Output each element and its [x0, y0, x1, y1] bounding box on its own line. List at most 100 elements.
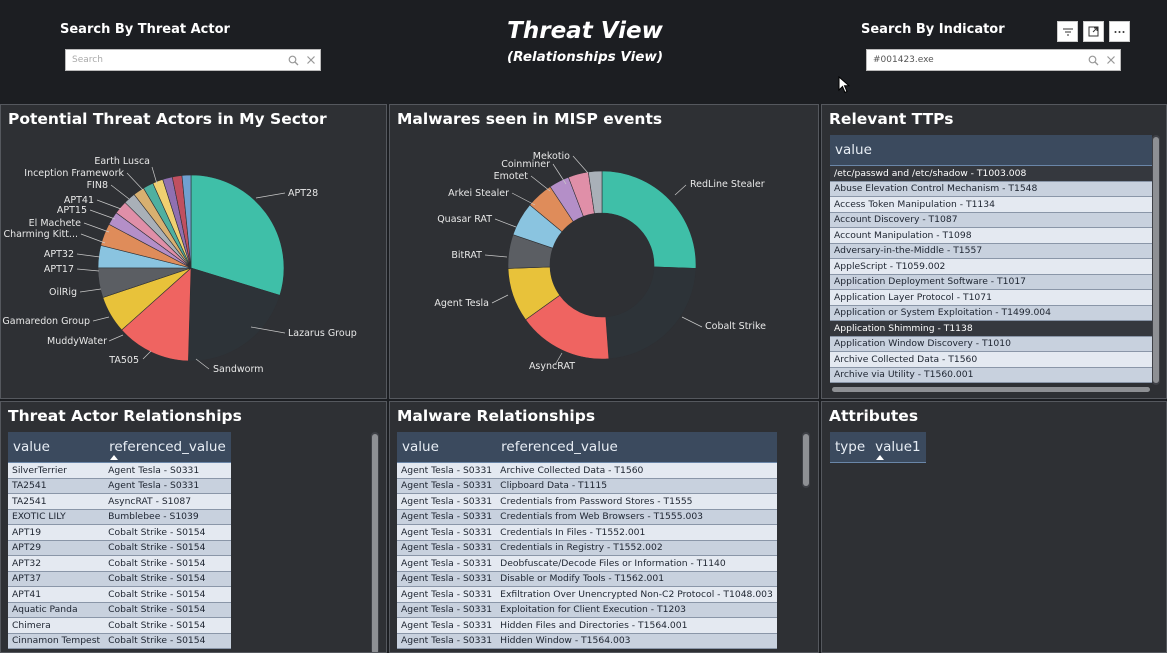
referenced-value-cell: Cobalt Strike - S0154 — [104, 555, 231, 572]
table-row[interactable]: APT41 Cobalt Strike - S0154 — [8, 586, 231, 603]
table-row[interactable]: Agent Tesla - S0331 Credentials from Pass… — [397, 493, 777, 510]
indicator-search-input[interactable] — [867, 51, 1084, 69]
column-header-label: referenced_value — [109, 439, 226, 455]
slice-leader-line — [530, 175, 551, 192]
table-row[interactable]: Agent Tesla - S0331 Credentials from Web … — [397, 509, 777, 525]
malware-relationships-table: value referenced_value Agent Tesla - S03… — [397, 432, 777, 649]
slice-label: APT32 — [44, 249, 74, 260]
table-row[interactable]: Agent Tesla - S0331 Hidden Window - T1564… — [397, 633, 777, 649]
table-row[interactable]: Agent Tesla - S0331 Deobfuscate/Decode Fi… — [397, 555, 777, 572]
close-icon[interactable] — [1102, 51, 1120, 69]
threat-actor-search-label: Search By Threat Actor — [60, 22, 230, 37]
slice-label: APT28 — [288, 188, 318, 199]
slice-leader-line — [681, 316, 703, 328]
page-title: Threat View — [507, 18, 663, 44]
table-row[interactable]: Agent Tesla - S0331 Clipboard Data - T111… — [397, 478, 777, 494]
referenced-value-cell: Cobalt Strike - S0154 — [104, 540, 231, 556]
column-header-value[interactable]: value — [8, 432, 105, 463]
table-row[interactable]: AppleScript - T1059.002 — [830, 258, 1152, 275]
table-row[interactable]: TA2541 Agent Tesla - S0331 — [8, 478, 231, 494]
table-row[interactable]: Agent Tesla - S0331 Credentials in Regist… — [397, 540, 777, 556]
value-cell: APT41 — [8, 586, 105, 603]
table-row[interactable]: Agent Tesla - S0331 Disable or Modify Too… — [397, 571, 777, 587]
table-row[interactable]: Application Deployment Software - T1017 — [830, 274, 1152, 290]
value-cell: Agent Tesla - S0331 — [397, 493, 497, 510]
sort-ascending-icon — [110, 455, 119, 460]
table-row[interactable]: Agent Tesla - S0331 Exfiltration Over Une… — [397, 586, 777, 603]
vertical-scrollbar[interactable] — [372, 434, 378, 652]
indicator-search-label: Search By Indicator — [861, 22, 1005, 37]
slice-label: APT17 — [44, 264, 74, 275]
slice-label: AsyncRAT — [529, 361, 575, 372]
table-row[interactable]: Application Window Discovery - T1010 — [830, 336, 1152, 352]
column-header-value1[interactable]: value1 — [870, 432, 926, 463]
pie-slice[interactable] — [587, 170, 603, 214]
table-row[interactable]: EXOTIC LILY Bumblebee - S1039 — [8, 509, 231, 525]
page-subtitle: (Relationships View) — [506, 49, 664, 65]
ttp-cell: Application Deployment Software - T1017 — [830, 274, 1152, 290]
filter-icon — [1062, 28, 1073, 35]
pie-slice[interactable] — [601, 170, 697, 269]
table-row[interactable]: Aquatic Panda Cobalt Strike - S0154 — [8, 602, 231, 618]
table-row[interactable]: /etc/passwd and /etc/shadow - T1003.008 — [830, 165, 1152, 182]
table-row[interactable]: APT19 Cobalt Strike - S0154 — [8, 524, 231, 541]
referenced-value-cell: Bumblebee - S1039 — [104, 509, 231, 525]
value-cell: TA2541 — [8, 493, 105, 510]
table-row[interactable]: Application or System Exploitation - T14… — [830, 305, 1152, 321]
table-row[interactable]: Account Discovery - T1087 — [830, 212, 1152, 228]
table-row[interactable]: Cinnamon Tempest Cobalt Strike - S0154 — [8, 633, 231, 649]
column-header-referenced-value[interactable]: referenced_value — [104, 432, 231, 463]
pie-slice[interactable] — [190, 174, 285, 296]
table-row[interactable]: Abuse Elevation Control Mechanism - T154… — [830, 181, 1152, 197]
slice-label: Cobalt Strike — [705, 321, 766, 332]
vertical-scrollbar[interactable] — [1153, 137, 1159, 383]
slice-label: El Machete — [29, 218, 81, 229]
column-header-type[interactable]: type — [830, 432, 871, 463]
value-cell: SilverTerrier — [8, 462, 105, 479]
table-row[interactable]: Archive via Utility - T1560.001 — [830, 367, 1152, 383]
table-row[interactable]: APT37 Cobalt Strike - S0154 — [8, 571, 231, 587]
table-row[interactable]: Account Manipulation - T1098 — [830, 227, 1152, 244]
table-row[interactable]: Agent Tesla - S0331 Archive Collected Dat… — [397, 462, 777, 479]
filter-button[interactable] — [1057, 21, 1078, 42]
table-row[interactable]: Adversary-in-the-Middle - T1557 — [830, 243, 1152, 259]
column-header-value[interactable]: value — [397, 432, 497, 463]
pie-slice[interactable] — [181, 174, 192, 269]
column-header-referenced-value[interactable]: referenced_value — [496, 432, 777, 463]
slice-leader-line — [572, 155, 589, 174]
vertical-scrollbar[interactable] — [803, 434, 809, 486]
table-row[interactable]: SilverTerrier Agent Tesla - S0331 — [8, 462, 231, 479]
slice-leader-line — [80, 233, 106, 244]
attributes-panel: Attributes type value1 — [821, 401, 1167, 653]
table-row[interactable]: APT32 Cobalt Strike - S0154 — [8, 555, 231, 572]
table-row[interactable]: Agent Tesla - S0331 Credentials In Files … — [397, 524, 777, 541]
column-header-value[interactable]: value — [830, 135, 1152, 166]
threat-actor-search-input[interactable] — [66, 51, 284, 69]
table-row[interactable]: Agent Tesla - S0331 Exploitation for Clie… — [397, 602, 777, 618]
table-row[interactable]: Archive Collected Data - T1560 — [830, 351, 1152, 368]
more-options-button[interactable] — [1109, 21, 1130, 42]
indicator-search-box[interactable] — [866, 49, 1121, 71]
table-row[interactable]: Application Layer Protocol - T1071 — [830, 289, 1152, 306]
malwares-donut-chart: RedLine Stealer Cobalt Strike AsyncRAT Agen… — [434, 151, 766, 372]
slice-label: FIN8 — [87, 180, 108, 191]
close-icon[interactable] — [302, 51, 320, 69]
referenced-value-cell: Exploitation for Client Execution - T120… — [496, 602, 777, 618]
value-cell: Agent Tesla - S0331 — [397, 617, 497, 634]
table-row[interactable]: Agent Tesla - S0331 Hidden Files and Dire… — [397, 617, 777, 634]
pie-slice[interactable] — [605, 266, 697, 360]
slice-label: Quasar RAT — [437, 214, 492, 225]
table-row[interactable]: Chimera Cobalt Strike - S0154 — [8, 617, 231, 634]
table-row[interactable]: TA2541 AsyncRAT - S1087 — [8, 493, 231, 510]
focus-mode-button[interactable] — [1083, 21, 1104, 42]
value-cell: Agent Tesla - S0331 — [397, 509, 497, 525]
table-row[interactable]: Application Shimming - T1138 — [830, 320, 1152, 337]
slice-leader-line — [250, 326, 286, 334]
table-row[interactable]: APT29 Cobalt Strike - S0154 — [8, 540, 231, 556]
pie-slice[interactable] — [121, 267, 192, 362]
horizontal-scrollbar[interactable] — [832, 387, 1150, 392]
referenced-value-cell: Credentials In Files - T1552.001 — [496, 524, 777, 541]
table-row[interactable]: Access Token Manipulation - T1134 — [830, 196, 1152, 213]
threat-actor-search-box[interactable] — [65, 49, 321, 71]
slice-leader-line — [491, 294, 509, 304]
